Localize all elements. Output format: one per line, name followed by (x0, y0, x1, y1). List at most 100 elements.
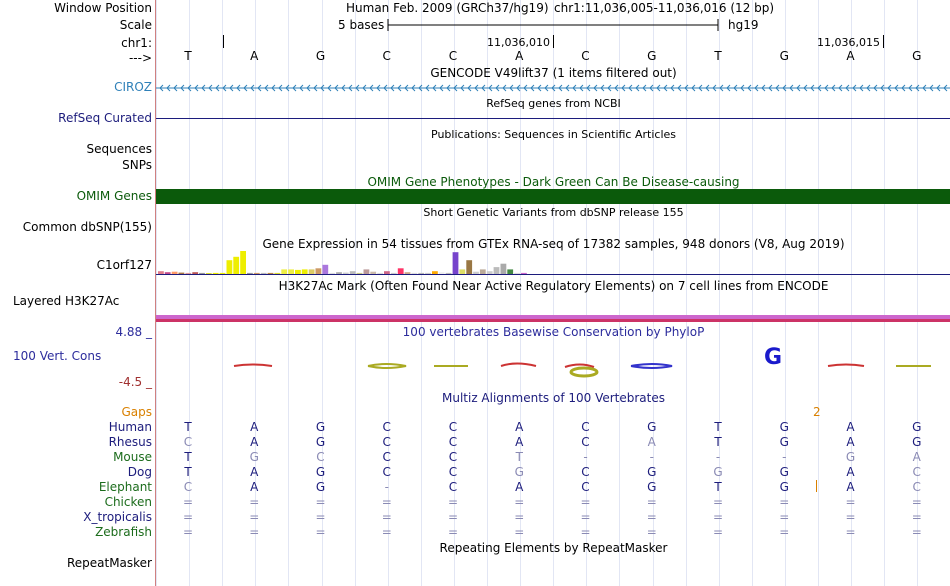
strand-chevron (173, 84, 178, 92)
gridline (222, 0, 223, 586)
alignment-base: = (514, 525, 525, 539)
species-label[interactable]: Mouse (113, 450, 152, 464)
strand-chevron (404, 84, 409, 92)
alignment-base: A (515, 435, 524, 449)
track-image[interactable]: Human Feb. 2009 (GRCh37/hg19) chr1:11,03… (155, 0, 950, 586)
gtex-tissue-bar (322, 264, 329, 274)
strand-chevron (411, 84, 416, 92)
gtex-tissue-bar (247, 272, 253, 275)
alignment-base: G (315, 465, 326, 479)
dbsnp-label[interactable]: Common dbSNP(155) (22, 220, 152, 234)
strand-chevron (908, 84, 913, 92)
gtex-tissue-bar (349, 271, 356, 274)
species-label[interactable]: Dog (127, 465, 152, 479)
gtex-tissue-bar (212, 272, 219, 275)
alignment-base: G (647, 480, 657, 494)
alignment-base: = (712, 495, 724, 509)
strand-chevron (299, 84, 304, 92)
strand-chevron (691, 84, 696, 92)
strand-chevron (243, 84, 248, 92)
publications-title[interactable]: Publications: Sequences in Scientific Ar… (431, 128, 676, 141)
strand-chevron (558, 84, 563, 92)
phylop-logo[interactable]: G (156, 340, 950, 385)
alignment-base: G (514, 465, 524, 479)
gtex-tissue-bar (384, 271, 390, 274)
gtex-tissue-bar (418, 272, 425, 275)
alignment-base: C (183, 480, 193, 494)
phylop-label[interactable]: 100 Vert. Cons (13, 349, 102, 363)
reference-base: G (647, 49, 657, 63)
multiz-title[interactable]: Multiz Alignments of 100 Vertebrates (441, 391, 666, 405)
alignment-base: = (315, 525, 326, 539)
gtex-tissue-bar (185, 272, 192, 275)
strand-chevron (159, 84, 164, 92)
gtex-tissue-bar (521, 272, 527, 275)
refseq-label[interactable]: RefSeq Curated (58, 111, 152, 125)
species-label[interactable]: Chicken (104, 495, 152, 509)
species-label[interactable]: X_tropicalis (83, 510, 152, 524)
gencode-gene-line[interactable] (156, 82, 950, 94)
gtex-tissue-bar (500, 263, 507, 274)
gtex-tissue-bar (377, 272, 383, 275)
h3k27ac-title[interactable]: H3K27Ac Mark (Often Found Near Active Re… (278, 279, 829, 293)
gaps-label: Gaps (121, 405, 152, 419)
strand-chevron (740, 84, 745, 92)
strand-chevron (376, 84, 381, 92)
strand-chevron (838, 84, 843, 92)
h3k27ac-label[interactable]: Layered H3K27Ac (13, 294, 120, 308)
publications-snps-label[interactable]: SNPs (122, 158, 152, 172)
strand-chevron (705, 84, 710, 92)
strand-chevron (628, 84, 633, 92)
gtex-tissue-bar (226, 260, 233, 274)
gtex-bar-graph[interactable] (156, 250, 950, 276)
omim-label[interactable]: OMIM Genes (76, 189, 152, 203)
repeatmasker-title[interactable]: Repeating Elements by RepeatMasker (439, 541, 668, 555)
gridline (189, 0, 190, 586)
gtex-tissue-bar (507, 269, 514, 274)
gridline (719, 0, 720, 586)
strand-chevron (565, 84, 570, 92)
gencode-gene-label[interactable]: CIROZ (114, 80, 152, 94)
strand-chevron (222, 84, 227, 92)
gridline (156, 0, 157, 586)
strand-chevron (460, 84, 465, 92)
gtex-tissue-bar (445, 272, 452, 275)
reference-base: C (448, 49, 458, 63)
alignment-base: G (779, 480, 789, 494)
strand-chevron (775, 84, 780, 92)
strand-chevron (166, 84, 171, 92)
reference-base: A (846, 49, 855, 63)
species-label[interactable]: Elephant (98, 480, 152, 494)
strand-chevron (208, 84, 213, 92)
species-label[interactable]: Rhesus (108, 435, 152, 449)
species-label[interactable]: Zebrafish (95, 525, 152, 539)
strand-chevron (390, 84, 395, 92)
gtex-tissue-bar (171, 271, 178, 274)
alignment-base: C (912, 465, 921, 479)
alignment-base: T (184, 450, 192, 464)
strand-chevron (726, 84, 731, 92)
strand-chevron (761, 84, 766, 92)
omim-gene-bar[interactable] (156, 189, 950, 204)
alignment-base: C (382, 420, 391, 434)
refseq-title[interactable]: RefSeq genes from NCBI (486, 97, 621, 110)
gencode-title[interactable]: GENCODE V49lift37 (1 items filtered out) (430, 66, 677, 80)
ruler-tick (883, 35, 884, 48)
strand-chevron (516, 84, 521, 92)
repeatmasker-label[interactable]: RepeatMasker (66, 556, 152, 570)
alignment-base: = (381, 495, 392, 509)
gtex-tissue-bar (295, 269, 301, 274)
publications-sequences-label[interactable]: Sequences (86, 142, 152, 156)
refseq-gene-line[interactable] (156, 118, 950, 119)
strand-chevron (439, 84, 444, 92)
alignment-base: A (846, 420, 855, 434)
omim-title[interactable]: OMIM Gene Phenotypes - Dark Green Can Be… (367, 175, 740, 189)
strand-chevron (327, 84, 332, 92)
strand-chevron (810, 84, 815, 92)
species-label[interactable]: Human (108, 420, 152, 434)
dbsnp-title[interactable]: Short Genetic Variants from dbSNP releas… (423, 206, 684, 219)
gtex-tissue-bar (356, 272, 363, 275)
gtex-title[interactable]: Gene Expression in 54 tissues from GTEx … (262, 237, 845, 251)
phylop-title[interactable]: 100 vertebrates Basewise Conservation by… (402, 325, 705, 339)
gtex-gene-label[interactable]: C1orf127 (96, 258, 152, 272)
